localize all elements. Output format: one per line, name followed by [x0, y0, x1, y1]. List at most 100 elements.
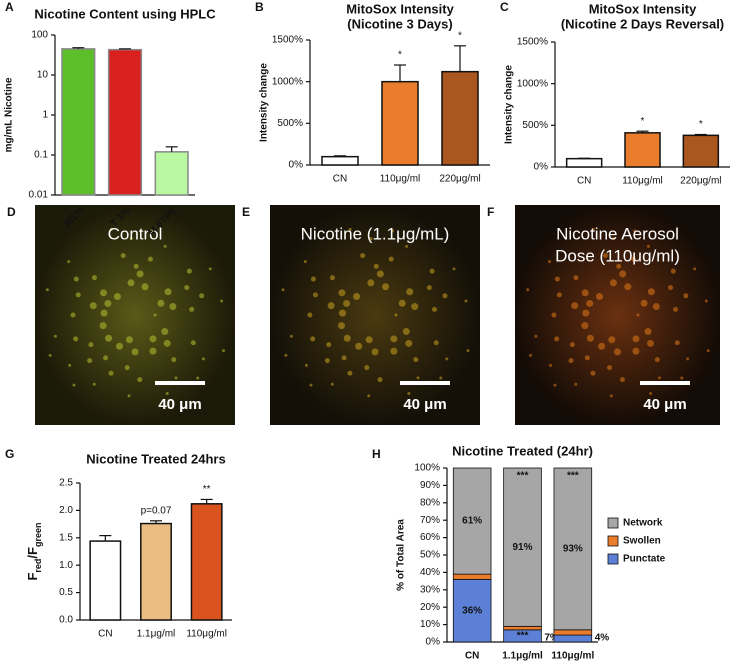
y-tick-label: 1000% [517, 78, 548, 89]
mito-speck [99, 289, 107, 297]
x-tick-label: 110μg/ml [186, 629, 227, 640]
mito-speck [88, 342, 94, 348]
mito-speck [186, 268, 192, 274]
x-tick-label: 1.1μg/ml [137, 629, 176, 640]
annotation: * [699, 119, 703, 130]
value-label: 61% [462, 516, 482, 527]
x-tick-label: 1.1μg/ml [502, 651, 543, 662]
bar [565, 157, 603, 168]
mito-speck [115, 342, 123, 350]
annotation: *** [567, 631, 579, 642]
mito-speck [574, 382, 578, 386]
x-tick-label: CN [577, 176, 591, 187]
mito-speck [196, 376, 200, 380]
mito-speck [163, 339, 171, 347]
legend-swatch [607, 535, 619, 547]
bar-segment [503, 625, 542, 631]
mito-speck [573, 275, 579, 281]
image-label: Dose (110μg/ml) [555, 246, 680, 265]
scale-bar-label: 40 μm [403, 396, 446, 413]
mito-speck [92, 382, 96, 386]
mito-speck [411, 303, 419, 311]
mito-speck [129, 237, 133, 241]
mito-speck [137, 377, 143, 383]
panel-letter: D [7, 205, 16, 219]
mito-speck [199, 293, 205, 299]
y-tick-label: 500% [277, 118, 303, 129]
scale-bar-label: 40 μm [643, 396, 686, 413]
mito-speck [602, 253, 608, 259]
mito-speck [73, 336, 79, 342]
micrograph [35, 205, 235, 425]
mito-speck [141, 283, 149, 291]
y-tick-label: 20% [420, 602, 440, 613]
mito-speck [367, 279, 375, 287]
mito-speck [606, 365, 612, 371]
y-tick-label: 0.5 [59, 587, 73, 598]
mito-speck [407, 392, 411, 396]
legend-swatch [607, 553, 619, 565]
mito-speck [136, 270, 144, 278]
mito-speck [161, 328, 169, 336]
mito-speck [405, 339, 413, 347]
mito-speck [324, 358, 330, 364]
mito-speck [693, 267, 697, 271]
mito-speck [416, 376, 420, 380]
mito-speck [131, 348, 139, 356]
chart-title: Nicotine Treated (24hr) [452, 443, 593, 458]
mito-speck [554, 336, 560, 342]
mito-speck [377, 377, 383, 383]
mito-speck [624, 283, 632, 291]
mito-speck [390, 335, 398, 343]
legend-swatch [607, 517, 619, 529]
mito-speck [658, 376, 662, 380]
chart-title: (Nicotine 3 Days) [347, 16, 452, 31]
bar [321, 155, 359, 166]
mito-speck [556, 292, 562, 298]
mito-speck [464, 299, 468, 303]
mito-speck [326, 342, 332, 348]
mito-speck [164, 288, 172, 296]
mito-speck [433, 340, 439, 346]
mito-speck [67, 260, 71, 264]
mito-speck [431, 306, 437, 312]
mito-speck [373, 263, 379, 269]
annotation: *** [567, 471, 579, 482]
mito-speck [360, 253, 366, 259]
mito-speck [45, 288, 49, 292]
bar [682, 134, 720, 168]
mito-speck [452, 267, 456, 271]
y-axis-label: Intensity change [259, 63, 270, 142]
mito-speck [347, 370, 353, 376]
mito-speck [686, 357, 690, 361]
annotation: *** [517, 631, 529, 642]
y-tick-label: 500% [522, 120, 548, 131]
micrograph [270, 205, 480, 425]
y-axis-label: % of Total Area [396, 519, 407, 591]
y-tick-label: 0.0 [59, 615, 73, 626]
mito-speck [429, 268, 435, 274]
bar [381, 80, 419, 166]
panel-letter: F [487, 205, 494, 219]
mito-speck [549, 363, 553, 367]
mito-speck [169, 303, 177, 311]
annotation: p=0.07 [141, 505, 172, 516]
mito-speck [683, 293, 689, 299]
y-tick-label: 100% [414, 463, 440, 474]
mito-speck [608, 336, 616, 344]
mito-speck [654, 357, 660, 363]
mito-speck [220, 299, 224, 303]
mito-speck [327, 302, 335, 310]
mito-speck [581, 322, 589, 330]
mito-speck [281, 288, 285, 292]
mito-speck [341, 355, 347, 361]
mito-speck [376, 270, 384, 278]
mito-speck [571, 302, 579, 310]
mito-speck [405, 244, 409, 248]
mito-speck [99, 322, 107, 330]
x-tick-label: 110μg/ml [622, 176, 663, 187]
x-tick-label: 110μg/ml [551, 651, 594, 662]
mito-speck [53, 334, 57, 338]
mito-speck [388, 256, 394, 262]
